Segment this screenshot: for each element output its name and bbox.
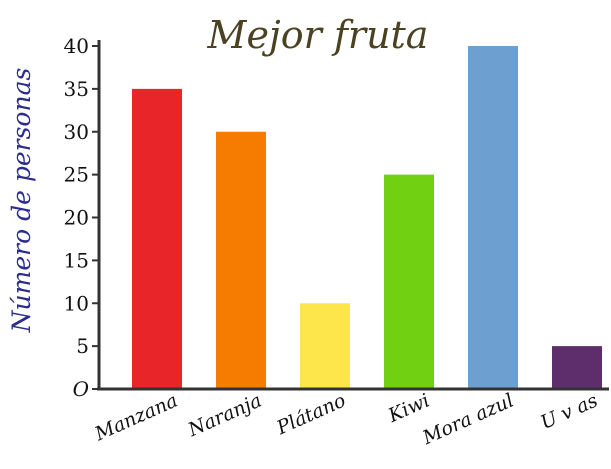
- x-tick-label: Mora azul: [419, 389, 517, 449]
- x-tick-label: Kiwi: [384, 389, 433, 427]
- bar-pl-tano: [300, 303, 350, 389]
- y-tick-label: 5: [76, 334, 89, 358]
- y-axis-ticks: O 5 10 15 20 25 30 35 40: [64, 34, 99, 401]
- x-tick-label: U v as: [537, 389, 601, 434]
- bar-naranja: [216, 131, 266, 389]
- y-tick-label: 35: [64, 77, 89, 101]
- y-tick-label: 15: [64, 248, 89, 272]
- bar-manzana: [132, 88, 182, 389]
- bar-mora-azul: [468, 46, 518, 389]
- y-tick-label: O: [73, 377, 89, 401]
- y-tick-label: 25: [64, 163, 89, 187]
- y-tick-label: 30: [64, 120, 89, 144]
- bar-kiwi: [384, 174, 434, 389]
- x-tick-label: Naranja: [184, 389, 265, 441]
- x-tick-label: Plátano: [273, 389, 349, 439]
- y-tick-label: 20: [64, 206, 89, 230]
- y-tick-label: 40: [64, 34, 89, 58]
- x-tick-label: Manzana: [91, 389, 181, 445]
- y-axis-label: Número de personas: [7, 68, 36, 334]
- bars: [132, 46, 602, 389]
- y-tick-label: 10: [64, 291, 89, 315]
- chart-title: Mejor fruta: [207, 13, 429, 57]
- bar-u-v-as: [552, 346, 602, 389]
